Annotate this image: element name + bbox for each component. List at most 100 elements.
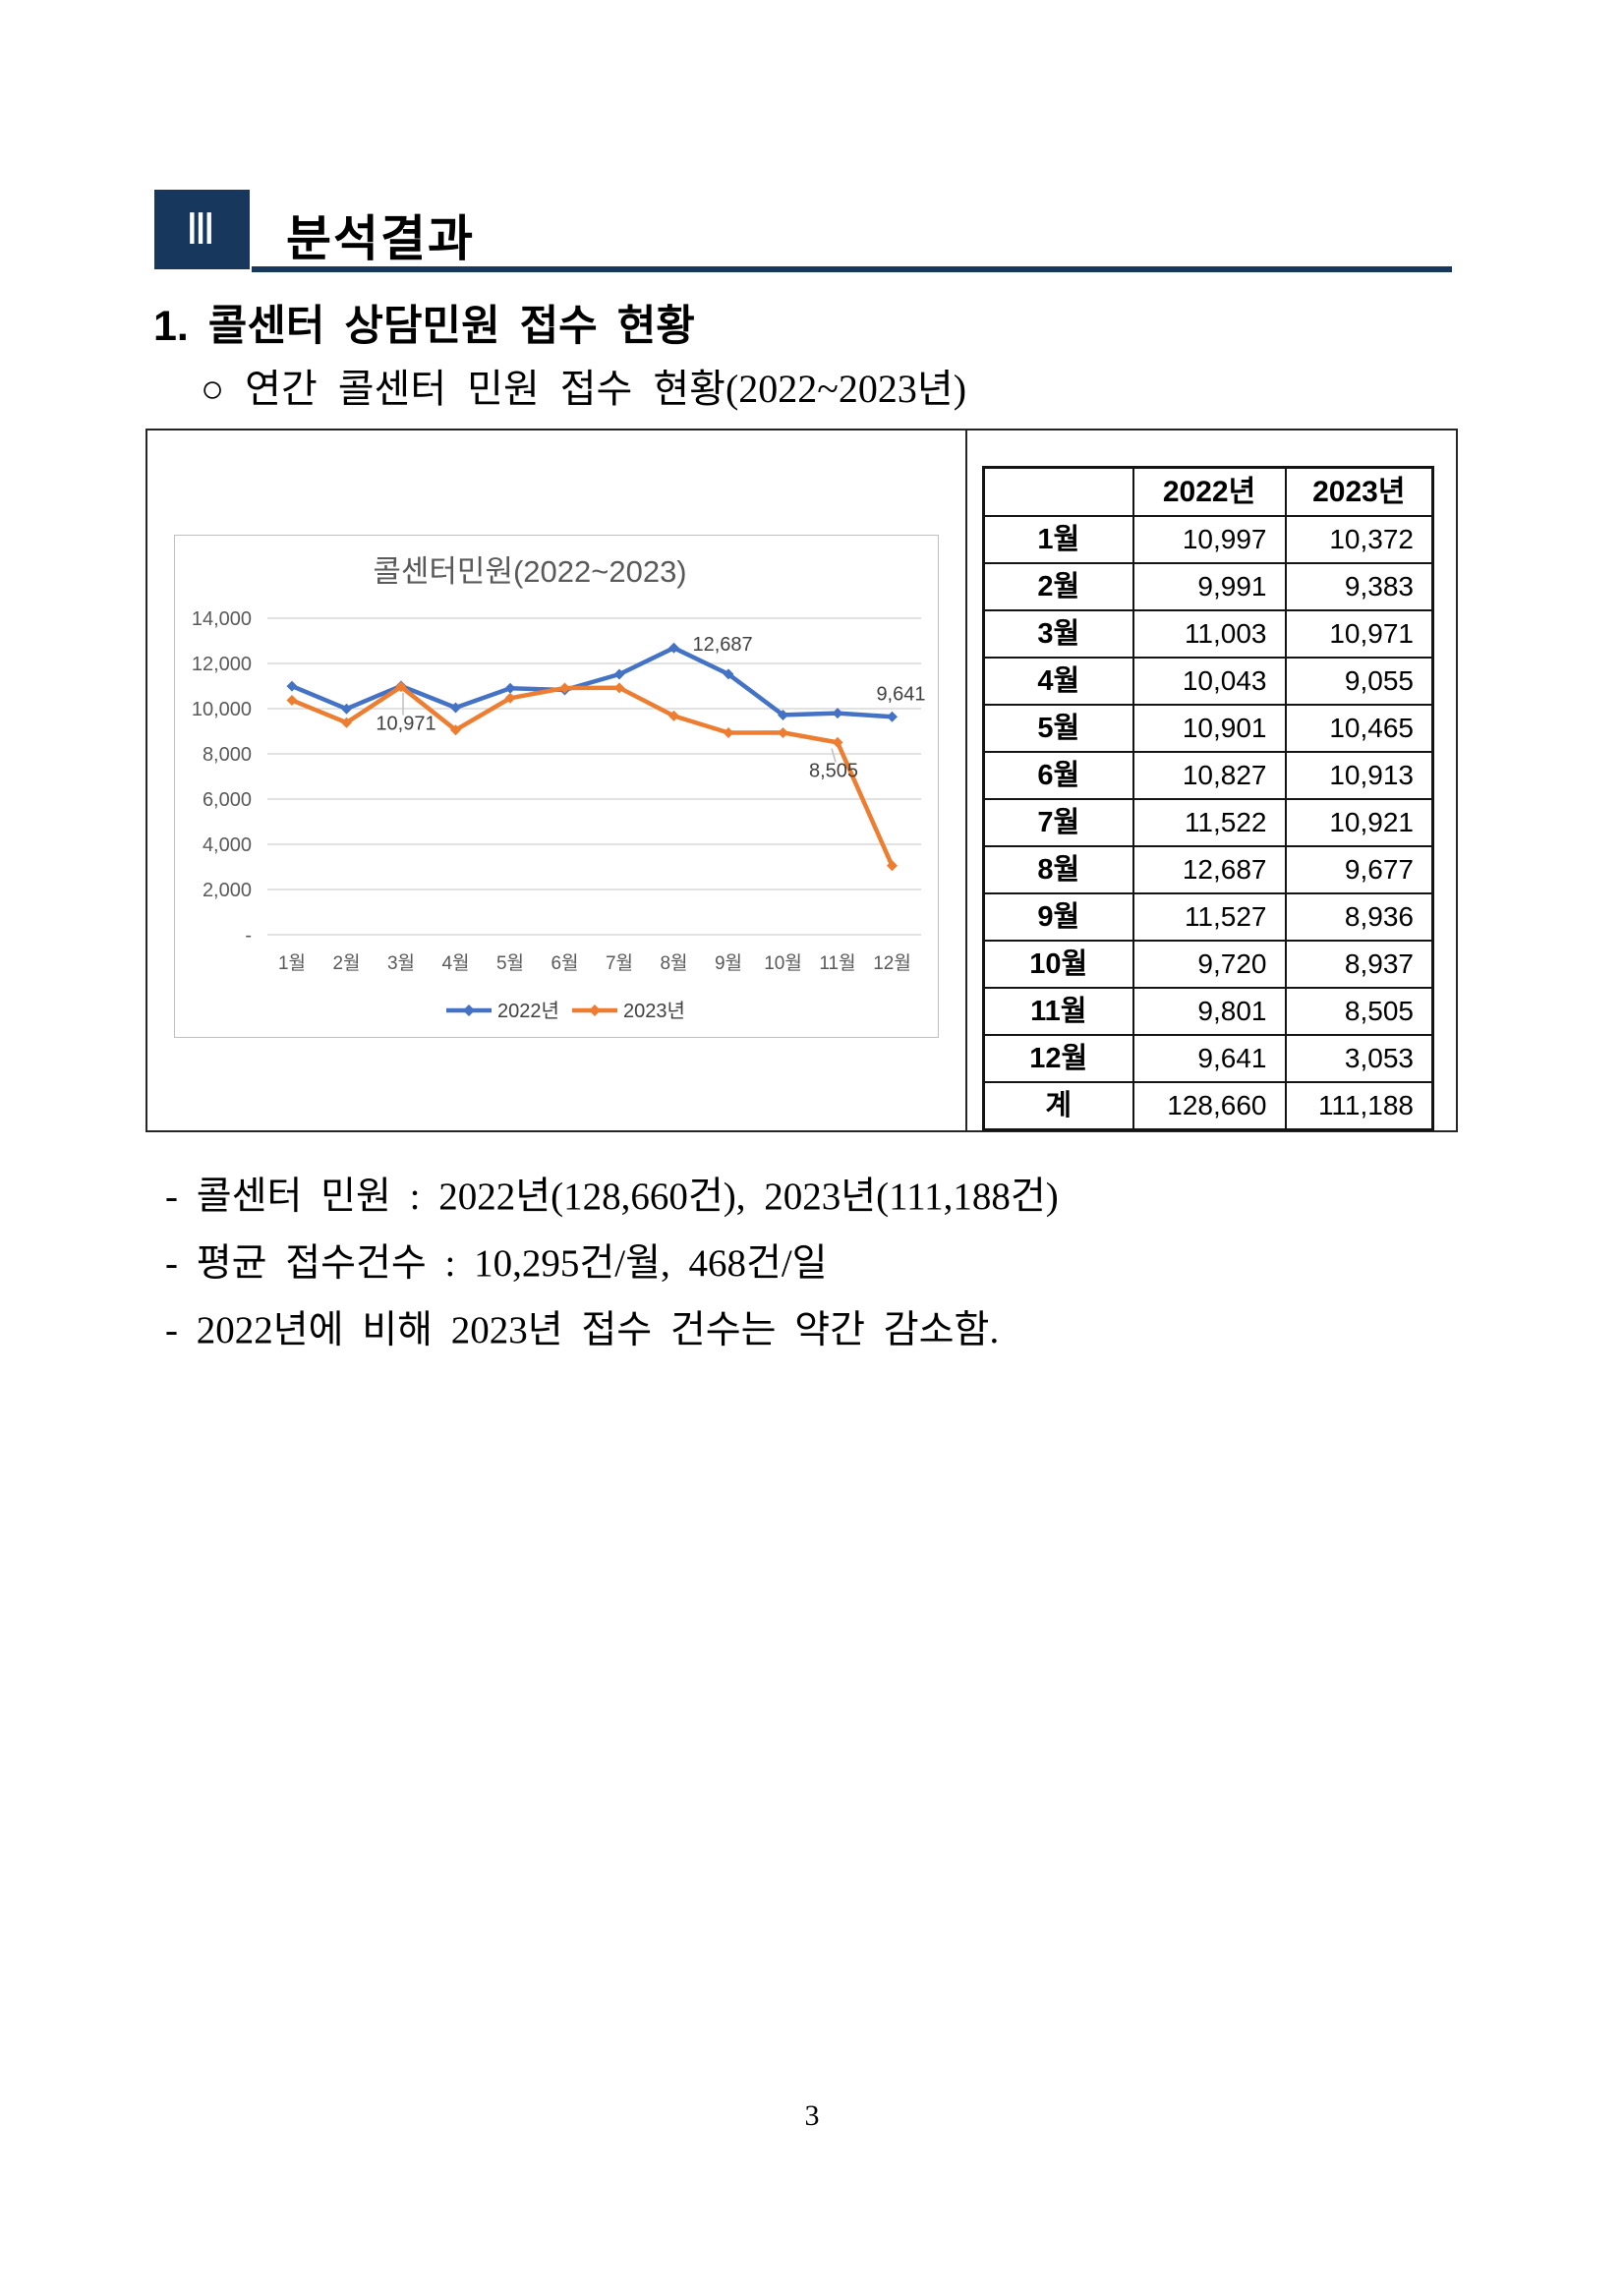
x-tick-label: 10월	[764, 952, 802, 974]
cell-value: 9,383	[1284, 562, 1434, 611]
cell-month: 10월	[982, 940, 1134, 989]
cell-value: 10,921	[1284, 798, 1434, 847]
x-axis-labels: 1월 2월 3월 4월 5월 6월 7월 8월 9월 10월 11월 12월	[278, 952, 911, 974]
table-row: 5월 10,901 10,465	[982, 704, 1434, 753]
cell-month: 3월	[982, 609, 1134, 659]
series-marker	[286, 694, 298, 706]
cell-month: 2월	[982, 562, 1134, 611]
y-tick-label: 14,000	[192, 608, 252, 630]
series-marker	[341, 717, 352, 728]
cell-month: 12월	[982, 1034, 1134, 1083]
table-row: 12월 9,641 3,053	[982, 1034, 1434, 1083]
y-tick-label: 12,000	[192, 654, 252, 675]
cell-value: 8,937	[1284, 940, 1434, 989]
cell-value: 8,936	[1284, 892, 1434, 942]
table-head: 2022년 2023년	[982, 466, 1434, 517]
series-marker	[778, 726, 788, 738]
table-header-year: 2023년	[1284, 466, 1434, 517]
table-header-row: 2022년 2023년	[982, 466, 1434, 517]
table-row: 6월 10,827 10,913	[982, 751, 1434, 800]
series-marker	[559, 682, 570, 694]
series-2023년	[286, 681, 898, 872]
y-tick-label: 8,000	[203, 744, 252, 766]
table-row: 2월 9,991 9,383	[982, 562, 1434, 611]
data-label: 10,971	[376, 714, 435, 735]
cell-value: 9,720	[1131, 940, 1287, 989]
cell-month: 4월	[982, 657, 1134, 706]
series-marker	[778, 709, 788, 720]
cell-value: 10,465	[1284, 704, 1434, 753]
cell-value: 8,505	[1284, 987, 1434, 1036]
legend-label: 2023년	[623, 1000, 685, 1022]
cell-value: 9,641	[1131, 1034, 1287, 1083]
subheading-annual-status: ○ 연간 콜센터 민원 접수 현황(2022~2023년)	[201, 367, 967, 411]
x-tick-label: 3월	[387, 952, 415, 974]
cell-value: 128,660	[1131, 1081, 1287, 1131]
series-marker	[504, 692, 516, 704]
cell-value: 9,677	[1284, 845, 1434, 894]
series-marker	[450, 702, 461, 714]
note-line: - 콜센터 민원 : 2022년(128,660건), 2023년(111,18…	[165, 1176, 1059, 1218]
series-marker	[832, 708, 843, 719]
x-tick-label: 9월	[715, 952, 742, 974]
x-tick-label: 7월	[606, 952, 633, 974]
line-chart-frame: 콜센터민원(2022~2023) - 2,000 4,000 6,000 8,000 10,…	[174, 535, 939, 1038]
cell-value: 11,003	[1131, 609, 1287, 659]
table-row: 10월 9,720 8,937	[982, 940, 1434, 989]
section-roman-numeral: Ⅲ	[185, 203, 219, 255]
cell-value: 10,827	[1131, 751, 1287, 800]
cell-value: 111,188	[1284, 1081, 1434, 1131]
x-tick-label: 11월	[819, 952, 855, 974]
series-marker	[887, 860, 898, 872]
annotations: 12,687 9,641 10,971 8,505	[376, 634, 925, 781]
note-line: - 평균 접수건수 : 10,295건/월, 468건/일	[165, 1242, 828, 1285]
chart-title: 콜센터민원(2022~2023)	[373, 554, 686, 589]
data-label: 9,641	[876, 683, 925, 705]
table-header-year: 2022년	[1131, 466, 1287, 517]
cell-month: 8월	[982, 845, 1134, 894]
cell-value: 12,687	[1131, 845, 1287, 894]
cell-month: 11월	[982, 987, 1134, 1036]
series-marker	[723, 726, 734, 738]
table-row: 9월 11,527 8,936	[982, 892, 1434, 942]
series-marker	[450, 724, 461, 736]
cell-month: 5월	[982, 704, 1134, 753]
x-tick-label: 1월	[278, 952, 306, 974]
note-line: - 2022년에 비해 2023년 접수 건수는 약간 감소함.	[165, 1309, 1000, 1351]
x-tick-label: 12월	[873, 952, 911, 974]
cell-value: 9,801	[1131, 987, 1287, 1036]
cell-month: 1월	[982, 515, 1134, 564]
x-tick-label: 4월	[441, 952, 469, 974]
heading-call-center-status: 1. 콜센터 상담민원 접수 현황	[153, 303, 695, 350]
y-tick-label: 2,000	[203, 880, 252, 901]
table-row: 8월 12,687 9,677	[982, 845, 1434, 894]
cell-value: 9,055	[1284, 657, 1434, 706]
y-tick-label: -	[245, 925, 252, 947]
series-marker	[286, 680, 298, 692]
cell-value: 11,527	[1131, 892, 1287, 942]
table-row: 1월 10,997 10,372	[982, 515, 1434, 564]
legend-item: 2023년	[572, 1000, 685, 1022]
legend-item: 2022년	[446, 1000, 559, 1022]
cell-month: 계	[982, 1081, 1134, 1131]
cell-month: 7월	[982, 798, 1134, 847]
x-tick-label: 5월	[496, 952, 524, 974]
table-body: 1월 10,997 10,372 2월 9,991 9,383 3월 11,003 10,971…	[982, 515, 1434, 1131]
header-underline	[252, 266, 1452, 272]
series-marker	[341, 703, 352, 715]
cell-value: 10,913	[1284, 751, 1434, 800]
data-label: 12,687	[693, 634, 753, 656]
cell-value: 11,522	[1131, 798, 1287, 847]
cell-value: 3,053	[1284, 1034, 1434, 1083]
legend-marker	[589, 1004, 601, 1016]
table-row: 11월 9,801 8,505	[982, 987, 1434, 1036]
y-tick-label: 6,000	[203, 789, 252, 811]
series-marker	[723, 668, 734, 680]
table-header-corner	[982, 466, 1134, 517]
data-label: 8,505	[809, 760, 858, 781]
series-line	[289, 684, 895, 869]
table-row: 4월 10,043 9,055	[982, 657, 1434, 706]
series-marker	[395, 681, 407, 693]
x-tick-label: 6월	[551, 952, 578, 974]
